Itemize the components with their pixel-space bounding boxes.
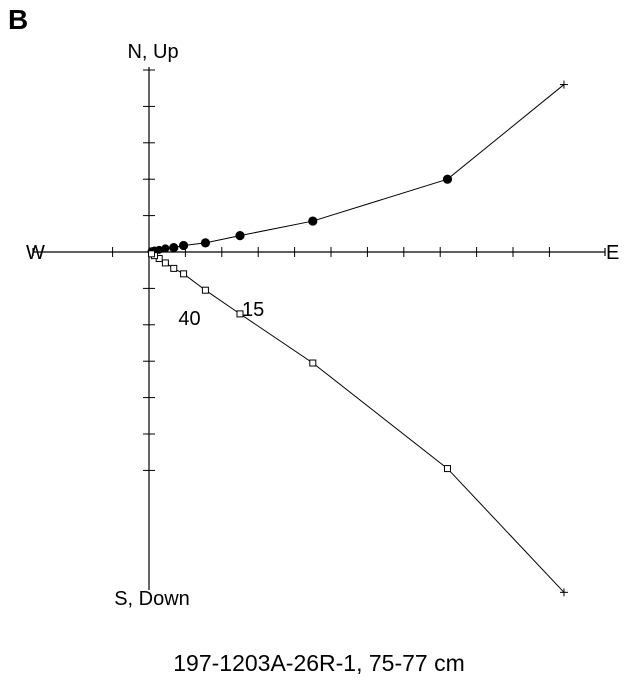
data-point-square [236,310,244,318]
figure-caption: 197-1203A-26R-1, 75-77 cm [173,650,465,676]
axes [32,67,606,590]
data-point-square [170,264,178,272]
data-point-plus [559,588,568,597]
annotation-label: 15 [242,299,264,321]
data-point-square [148,250,156,258]
data-point-square [443,465,451,473]
data-point-circle [161,244,170,253]
series-line-2 [151,253,565,593]
axis-label-west: W [26,242,45,264]
data-point-square [201,286,209,294]
series-lines [151,84,565,593]
data-point-circle [442,174,453,184]
data-marks [147,80,568,597]
panel-letter: B [8,4,29,35]
data-point-circle [178,240,189,251]
axis-label-south-down: S, Down [114,588,190,610]
data-point-circle [200,238,211,248]
data-point-circle [308,216,318,226]
axis-labels: N, Up S, Down W E [26,41,619,610]
series-line-1 [151,84,565,252]
data-point-square [161,259,169,267]
data-point-plus [559,80,568,89]
data-point-square [180,270,188,278]
axis-label-north-up: N, Up [127,41,178,63]
data-point-circle [169,243,179,253]
data-point-circle [235,231,245,241]
axis-label-east: E [606,242,619,264]
data-point-square [309,359,317,367]
annotation-label: 40 [178,308,200,330]
